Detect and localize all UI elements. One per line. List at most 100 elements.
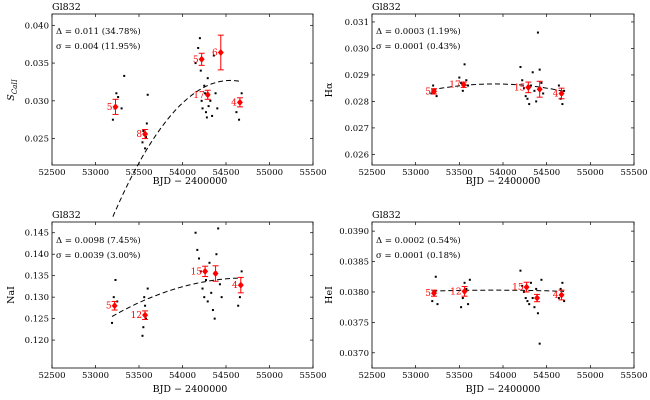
raw-point xyxy=(206,300,209,303)
raw-point xyxy=(204,111,207,114)
y-tick-label: 0.0390 xyxy=(339,227,369,237)
binned-point xyxy=(237,281,244,289)
raw-point xyxy=(529,84,532,87)
raw-point xyxy=(215,253,218,256)
y-tick-label: 0.029 xyxy=(345,71,369,81)
x-tick-label: 55000 xyxy=(577,168,604,178)
raw-point xyxy=(238,296,241,299)
bin-count-label: 12 xyxy=(450,287,461,297)
raw-point xyxy=(519,269,522,272)
y-axis-label: NaI xyxy=(6,286,17,304)
raw-point xyxy=(141,334,144,337)
x-axis-label: BJD − 2400000 xyxy=(153,176,228,187)
raw-point xyxy=(146,287,149,290)
raw-point xyxy=(522,87,525,90)
bin-count-label: 5 xyxy=(425,87,431,97)
x-tick-label: 54000 xyxy=(489,371,516,381)
y-tick-label: 0.030 xyxy=(25,97,49,107)
raw-point xyxy=(208,261,211,264)
raw-point xyxy=(203,296,206,299)
raw-point xyxy=(460,81,463,84)
raw-point xyxy=(240,270,243,273)
binned-point xyxy=(461,287,468,295)
delta-annotation: Δ = 0.0098 (7.45%) xyxy=(56,235,141,246)
raw-point xyxy=(111,321,114,324)
x-tick-label: 53000 xyxy=(402,168,429,178)
raw-point xyxy=(535,100,538,103)
raw-point xyxy=(524,95,527,98)
x-tick-label: 53000 xyxy=(82,168,109,178)
raw-point xyxy=(467,303,470,306)
sigma-annotation: σ = 0.0001 (0.43%) xyxy=(376,41,460,52)
binned-point xyxy=(212,270,219,278)
bin-count-label: 15 xyxy=(514,83,526,93)
raw-point xyxy=(536,312,539,315)
raw-point xyxy=(435,95,438,98)
y-tick-label: 0.030 xyxy=(345,44,369,54)
bin-count-label: 4 xyxy=(553,89,559,99)
raw-point xyxy=(123,74,126,77)
raw-point xyxy=(458,76,461,79)
raw-point xyxy=(212,54,215,57)
y-axis-label: HeI xyxy=(324,286,335,304)
raw-point xyxy=(460,306,463,309)
y-tick-label: 0.026 xyxy=(345,150,369,160)
raw-point xyxy=(465,79,468,82)
raw-point xyxy=(540,81,543,84)
panel-title: Gl832 xyxy=(372,2,401,13)
raw-point xyxy=(535,287,538,290)
binned-point xyxy=(525,83,532,91)
raw-point xyxy=(142,326,145,329)
raw-point xyxy=(463,63,466,66)
x-tick-label: 55500 xyxy=(299,168,326,178)
raw-point xyxy=(204,278,207,281)
raw-point xyxy=(461,297,464,300)
x-tick-label: 55000 xyxy=(256,168,283,178)
raw-point xyxy=(536,31,539,34)
raw-point xyxy=(209,99,212,102)
raw-point xyxy=(198,257,201,260)
raw-point xyxy=(557,297,560,300)
raw-point xyxy=(196,248,199,251)
raw-point xyxy=(214,92,217,95)
fit-curve xyxy=(112,79,242,217)
raw-point xyxy=(240,92,243,95)
y-tick-label: 0.0375 xyxy=(339,318,369,328)
panel-title: Gl832 xyxy=(52,210,81,221)
raw-point xyxy=(200,99,203,102)
raw-point xyxy=(561,281,564,284)
raw-point xyxy=(218,283,221,286)
fit-curve xyxy=(111,277,242,317)
x-tick-label: 52500 xyxy=(38,371,65,381)
bin-count-label: 6 xyxy=(212,49,218,59)
y-tick-label: 0.145 xyxy=(25,229,49,239)
raw-point xyxy=(563,89,566,92)
binned-point xyxy=(142,130,149,138)
bin-count-label: 17 xyxy=(449,81,461,91)
fit-curve xyxy=(431,83,565,92)
bin-count-label: 5 xyxy=(425,289,431,299)
bin-count-label: 12 xyxy=(131,311,142,321)
raw-point xyxy=(434,275,437,278)
raw-point xyxy=(211,309,214,312)
binned-point xyxy=(142,311,149,319)
raw-point xyxy=(111,118,114,121)
y-tick-label: 0.135 xyxy=(25,272,49,282)
raw-point xyxy=(205,116,208,119)
raw-point xyxy=(203,84,206,87)
x-tick-label: 54500 xyxy=(212,168,239,178)
raw-point xyxy=(146,93,149,96)
raw-point xyxy=(431,300,434,303)
raw-point xyxy=(141,141,144,144)
raw-point xyxy=(213,317,216,320)
binned-point xyxy=(536,85,543,93)
raw-point xyxy=(144,136,147,139)
binned-point xyxy=(558,89,565,97)
x-tick-label: 53500 xyxy=(125,168,152,178)
sigma-annotation: σ = 0.004 (11.95%) xyxy=(56,41,140,52)
raw-point xyxy=(199,270,202,273)
raw-point xyxy=(563,300,566,303)
raw-point xyxy=(521,284,524,287)
y-tick-label: 0.031 xyxy=(345,18,369,28)
y-tick-label: 0.0385 xyxy=(339,258,369,268)
